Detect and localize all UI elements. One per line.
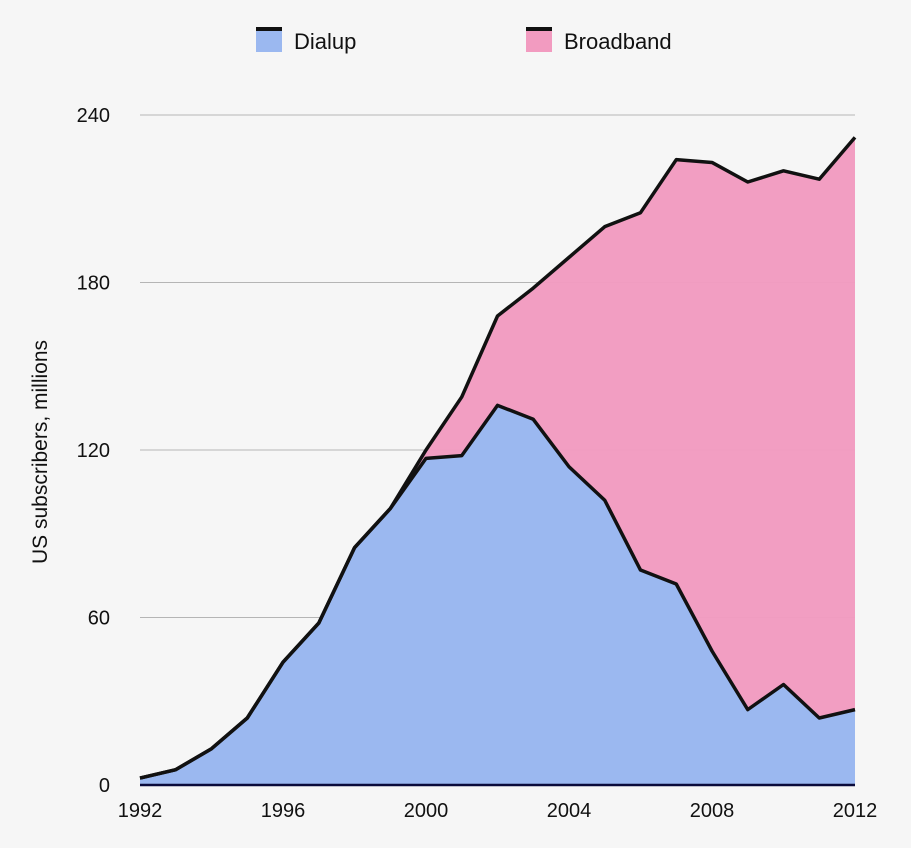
legend-item-dialup[interactable]: Dialup <box>256 27 356 54</box>
y-tick-label-60: 60 <box>88 608 110 630</box>
y-tick-label-0: 0 <box>99 775 110 797</box>
legend-swatch-broadband <box>526 30 552 52</box>
legend-swatch-broadband-line <box>526 27 552 31</box>
x-tick-label-1996: 1996 <box>261 800 306 822</box>
x-tick-label-1992: 1992 <box>118 800 163 822</box>
y-tick-label-240: 240 <box>77 105 110 127</box>
legend-label-dialup: Dialup <box>294 29 356 54</box>
y-tick-label-180: 180 <box>77 273 110 295</box>
legend-label-broadband: Broadband <box>564 29 672 54</box>
x-tick-label-2004: 2004 <box>547 800 592 822</box>
x-tick-label-2012: 2012 <box>833 800 878 822</box>
areas <box>140 137 855 785</box>
x-tick-label-2008: 2008 <box>690 800 735 822</box>
y-axis-ticks: 0 60 120 180 240 <box>77 105 110 797</box>
legend-swatch-dialup-line <box>256 27 282 31</box>
x-tick-label-2000: 2000 <box>404 800 449 822</box>
x-axis-ticks: 1992 1996 2000 2004 2008 2012 <box>118 800 878 822</box>
legend-swatch-dialup <box>256 30 282 52</box>
legend-item-broadband[interactable]: Broadband <box>526 27 672 54</box>
y-axis-label: US subscribers, millions <box>29 340 52 564</box>
y-tick-label-120: 120 <box>77 440 110 462</box>
legend: Dialup Broadband <box>256 27 672 54</box>
